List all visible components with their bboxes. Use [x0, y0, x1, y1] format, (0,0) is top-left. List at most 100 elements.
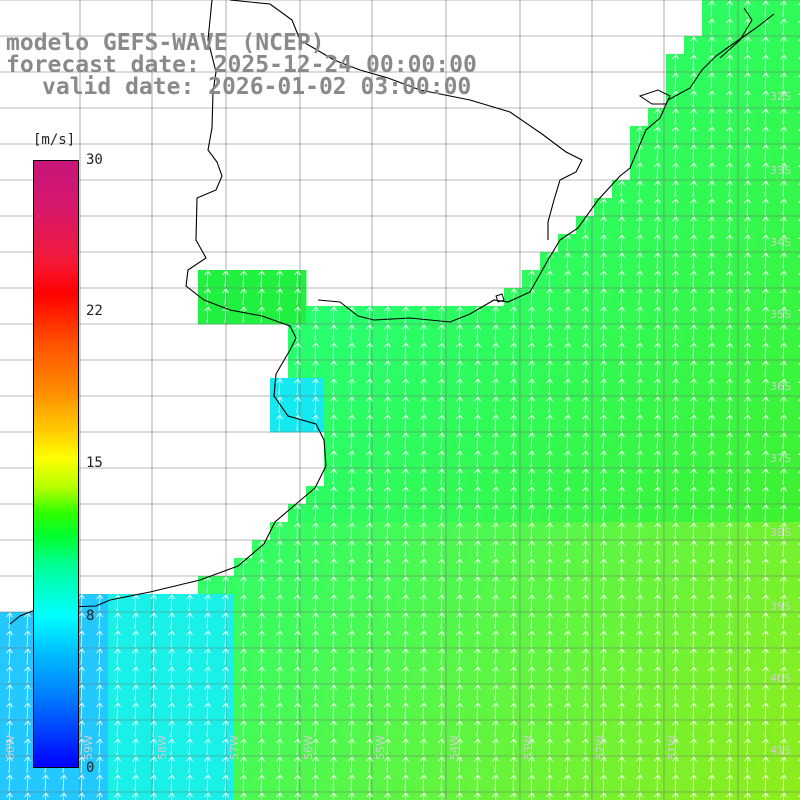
- wind-arrow: [564, 450, 571, 468]
- wind-arrow: [402, 576, 409, 594]
- wind-arrow: [690, 216, 697, 234]
- field-cell: [540, 792, 559, 800]
- wind-arrow: [420, 486, 427, 504]
- coastline: [9, 0, 775, 625]
- wind-arrow: [456, 468, 463, 486]
- wind-arrow: [402, 450, 409, 468]
- wind-arrow: [618, 270, 625, 288]
- wind-arrow: [582, 540, 589, 558]
- field-cell: [792, 792, 800, 800]
- wind-arrow: [618, 306, 625, 324]
- wind-arrow: [582, 648, 589, 666]
- wind-arrow: [708, 36, 715, 54]
- wind-arrow: [276, 756, 283, 774]
- wind-arrow: [726, 504, 733, 522]
- wind-arrow: [582, 738, 589, 756]
- wind-arrow: [708, 180, 715, 198]
- wind-arrow: [366, 648, 373, 666]
- wind-arrow: [546, 432, 553, 450]
- wind-arrow: [420, 594, 427, 612]
- wind-arrow: [762, 738, 769, 756]
- wind-arrow: [474, 774, 481, 792]
- wind-arrow: [312, 540, 319, 558]
- lat-label-33s: 33S: [770, 164, 791, 177]
- wind-arrow: [582, 360, 589, 378]
- wind-arrow: [726, 360, 733, 378]
- wind-arrow: [222, 702, 229, 720]
- field-cell: [738, 792, 757, 800]
- field-cell: [648, 792, 667, 800]
- wind-arrow: [474, 360, 481, 378]
- wind-arrow: [222, 774, 229, 792]
- field-cell: [270, 792, 289, 800]
- wind-arrow: [168, 594, 175, 612]
- wind-arrow: [726, 738, 733, 756]
- wind-arrow: [384, 540, 391, 558]
- wind-arrow: [708, 162, 715, 180]
- wind-arrow: [204, 684, 211, 702]
- wind-arrow: [762, 414, 769, 432]
- wind-arrow: [474, 594, 481, 612]
- wind-arrow: [780, 720, 787, 738]
- wind-arrow: [330, 450, 337, 468]
- wind-arrow: [150, 720, 157, 738]
- wind-arrow: [366, 450, 373, 468]
- wind-arrow: [780, 378, 787, 396]
- wind-arrow: [240, 612, 247, 630]
- wind-arrow: [672, 234, 679, 252]
- wind-arrow: [474, 684, 481, 702]
- wind-arrow: [294, 612, 301, 630]
- wind-arrow: [762, 666, 769, 684]
- wind-arrow: [618, 504, 625, 522]
- wind-arrow: [402, 594, 409, 612]
- wind-arrow: [186, 684, 193, 702]
- lon-label-51w: 51W: [666, 735, 679, 760]
- lat-label-37s: 37S: [770, 452, 791, 465]
- wind-arrow: [474, 630, 481, 648]
- wind-arrow: [546, 324, 553, 342]
- field-cell: [324, 792, 343, 800]
- wind-arrow: [510, 756, 517, 774]
- wind-arrow: [780, 72, 787, 90]
- wind-arrow: [726, 306, 733, 324]
- wind-arrow: [600, 486, 607, 504]
- wind-arrow: [528, 432, 535, 450]
- wind-arrow: [330, 360, 337, 378]
- wind-arrow: [348, 450, 355, 468]
- lon-label-57w: 57W: [228, 735, 241, 760]
- wind-arrow: [600, 252, 607, 270]
- wind-arrow: [78, 774, 85, 792]
- wind-arrow: [600, 756, 607, 774]
- wind-arrow: [258, 288, 265, 306]
- wind-arrow: [600, 306, 607, 324]
- wind-arrow: [294, 774, 301, 792]
- wind-arrow: [726, 774, 733, 792]
- field-cell: [792, 378, 800, 397]
- wind-arrow: [276, 522, 283, 540]
- wind-arrow: [636, 468, 643, 486]
- wind-arrow: [492, 540, 499, 558]
- wind-arrow: [564, 468, 571, 486]
- wind-arrow: [366, 594, 373, 612]
- wind-arrow: [780, 792, 787, 800]
- wind-arrow: [456, 558, 463, 576]
- wind-arrow: [600, 414, 607, 432]
- wind-arrow: [204, 630, 211, 648]
- wind-arrow: [780, 0, 787, 18]
- wind-arrow: [258, 612, 265, 630]
- field-cell: [180, 792, 199, 800]
- wind-arrow: [600, 342, 607, 360]
- lon-label-55w: 55W: [374, 735, 387, 760]
- field-cell: [792, 162, 800, 181]
- wind-arrow: [438, 558, 445, 576]
- wind-arrow: [762, 378, 769, 396]
- wind-arrow: [582, 576, 589, 594]
- lon-label-60w: 60W: [4, 735, 17, 760]
- wind-arrow: [744, 558, 751, 576]
- wind-arrow: [240, 648, 247, 666]
- wind-arrow: [78, 612, 85, 630]
- wind-arrow: [510, 774, 517, 792]
- wind-arrow: [708, 198, 715, 216]
- wind-arrow: [276, 684, 283, 702]
- wind-arrow: [276, 630, 283, 648]
